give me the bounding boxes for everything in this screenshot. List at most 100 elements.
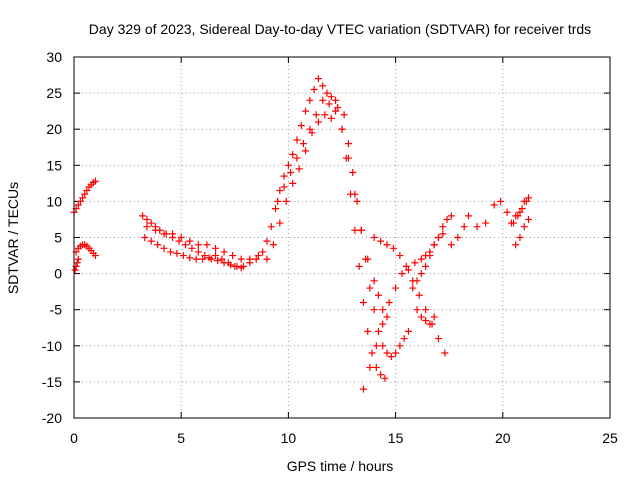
data-point [224, 259, 232, 267]
data-point [177, 234, 185, 241]
data-point [454, 234, 462, 241]
data-point [351, 226, 359, 234]
data-point [332, 107, 340, 115]
data-point [357, 226, 365, 234]
data-point [404, 327, 412, 335]
data-point [141, 234, 149, 241]
data-point [389, 244, 397, 252]
data-point [396, 252, 404, 260]
data-point [259, 248, 267, 256]
data-point [338, 125, 346, 133]
data-point [269, 241, 277, 249]
data-point [516, 234, 524, 241]
plot-area-border [73, 56, 611, 419]
data-point [274, 197, 282, 205]
x-tick-label: 20 [495, 430, 511, 446]
data-point [91, 177, 99, 185]
data-point [374, 291, 382, 299]
data-point [302, 147, 310, 155]
data-point [364, 327, 372, 335]
data-point [396, 342, 404, 350]
data-point [400, 335, 408, 343]
data-point [512, 241, 520, 249]
data-point [370, 277, 378, 285]
x-tick-label: 25 [602, 430, 618, 446]
data-point [439, 230, 447, 238]
data-point [340, 111, 348, 119]
data-point [460, 223, 468, 231]
data-point [353, 197, 361, 205]
data-point [516, 208, 524, 216]
data-point [342, 154, 350, 162]
data-point [188, 244, 196, 252]
data-point [280, 172, 288, 180]
data-point [73, 259, 81, 267]
data-point [79, 194, 87, 202]
data-point [173, 249, 181, 257]
y-tick-label: 0 [54, 266, 62, 282]
data-point [377, 237, 385, 245]
data-point [434, 335, 442, 343]
data-point [276, 187, 284, 195]
data-point [422, 262, 430, 270]
data-point [525, 194, 533, 202]
data-point [510, 219, 518, 227]
data-point [359, 298, 367, 306]
axis-ticks: 0 5 10 15 20 25 -20 -15 -10 -5 0 5 10 15 20 25 30 [42, 49, 618, 446]
data-point [179, 252, 187, 260]
x-tick-label: 15 [388, 430, 404, 446]
data-point [289, 179, 297, 187]
data-point [293, 154, 301, 162]
data-point [359, 385, 367, 393]
data-point [186, 237, 194, 245]
data-point [409, 284, 417, 292]
data-series [70, 75, 533, 393]
data-point [332, 96, 340, 104]
data-point [192, 255, 200, 263]
data-point [181, 241, 189, 249]
data-point [372, 342, 380, 350]
data-point [308, 129, 316, 137]
data-point [377, 371, 385, 379]
data-point [237, 255, 245, 263]
data-point [194, 248, 202, 256]
data-point [366, 363, 374, 371]
data-point [417, 255, 425, 263]
data-point [522, 197, 530, 205]
data-point [263, 255, 271, 263]
data-point [434, 234, 442, 241]
y-tick-label: 30 [46, 49, 62, 65]
data-point [372, 363, 380, 371]
data-point [246, 255, 254, 263]
y-tick-label: 15 [46, 157, 62, 173]
data-point [71, 266, 79, 274]
data-point [514, 212, 522, 220]
data-point [447, 241, 455, 249]
data-point [293, 136, 301, 144]
data-point [497, 197, 505, 205]
y-tick-label: 20 [46, 121, 62, 137]
data-point [74, 255, 82, 263]
data-point [237, 264, 245, 272]
data-point [426, 252, 434, 260]
data-point [272, 205, 280, 213]
chart-title: Day 329 of 2023, Sidereal Day-to-day VTE… [89, 21, 591, 37]
data-point [503, 208, 511, 216]
data-point [349, 169, 357, 177]
data-point [295, 165, 303, 173]
data-point [325, 100, 333, 108]
data-point [220, 248, 228, 256]
data-point [199, 255, 207, 263]
data-point [428, 320, 436, 328]
data-point [430, 313, 438, 321]
data-point [398, 270, 406, 278]
data-point [490, 201, 498, 209]
data-point [404, 266, 412, 274]
data-point [323, 89, 331, 97]
data-point [362, 255, 370, 263]
data-point [374, 327, 382, 335]
data-point [280, 183, 288, 191]
data-point [76, 197, 84, 205]
data-point [284, 161, 292, 169]
data-point [312, 111, 320, 119]
